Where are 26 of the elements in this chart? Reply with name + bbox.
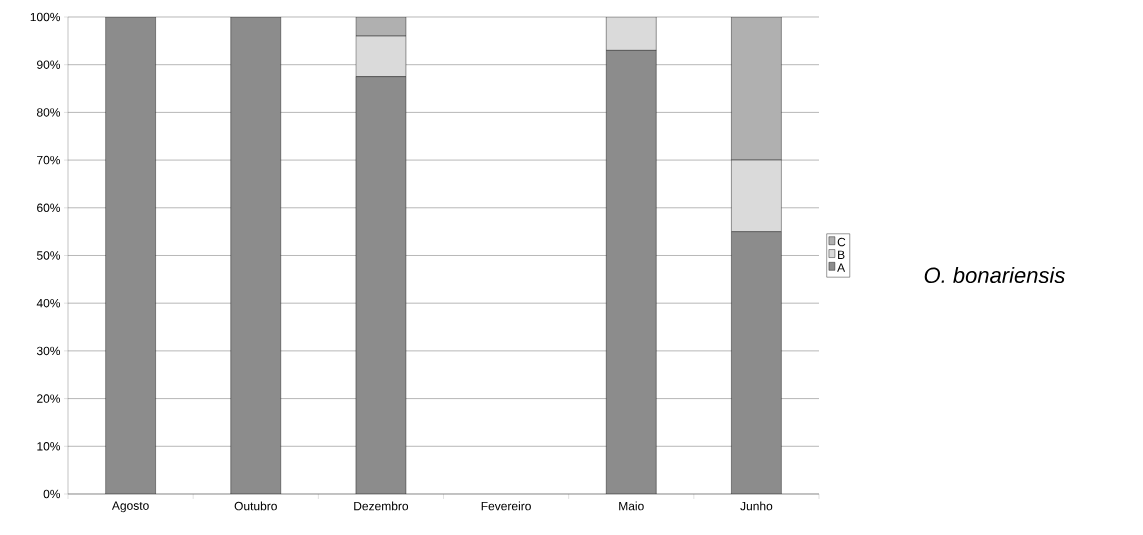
y-tick-label: 20% <box>37 394 61 403</box>
y-tick-label: 80% <box>36 108 61 117</box>
legend-label: B <box>838 250 845 259</box>
x-tick-label: Agosto <box>111 501 149 513</box>
x-tick-label: Maio <box>619 501 644 511</box>
bar <box>355 76 407 494</box>
y-tick-label: 40% <box>36 298 61 308</box>
y-tick-label: 100% <box>30 12 61 22</box>
y-tick-label: 60% <box>37 203 61 213</box>
bar <box>606 50 657 494</box>
y-tick-label: 50% <box>36 251 61 260</box>
y-tick-label: 10% <box>37 442 61 451</box>
x-tick-label: Outubro <box>234 501 277 511</box>
y-tick-label: 0% <box>43 489 61 499</box>
y-tick-label: 30% <box>36 346 61 356</box>
text: O. bonariensis <box>924 266 1065 284</box>
legend-label: A <box>837 263 846 272</box>
x-tick-label: Dezembro <box>354 501 409 511</box>
x-tick-label: Junho <box>740 501 773 511</box>
bar <box>230 16 281 494</box>
bar <box>105 16 156 494</box>
y-tick-label: 70% <box>37 155 61 165</box>
legend-label: C <box>837 237 846 247</box>
y-tick-label: 90% <box>37 60 61 69</box>
x-tick-label: Fevereiro <box>481 501 531 511</box>
bar <box>731 231 782 494</box>
